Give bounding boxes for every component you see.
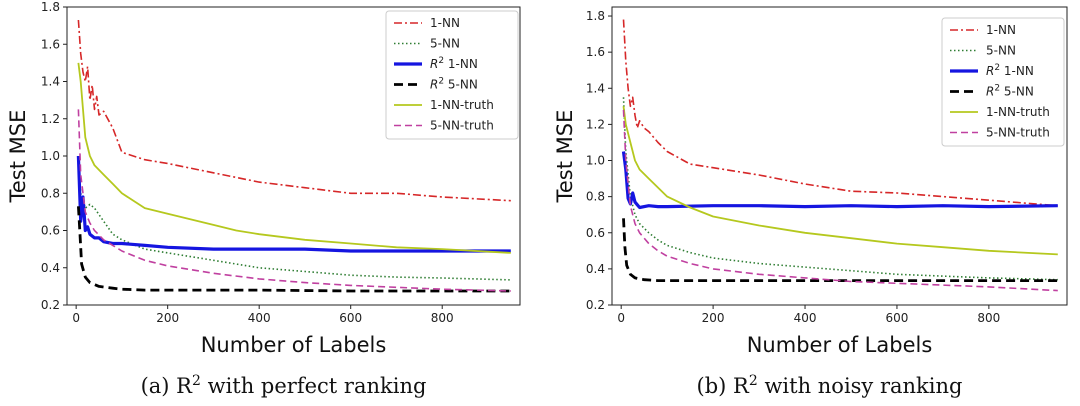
y-tick-label: 0.4 <box>586 262 605 276</box>
legend-label: 1-NN <box>986 23 1016 37</box>
series-line-1-nn-truth <box>622 106 1058 256</box>
legend-box <box>941 17 1065 147</box>
legend-label: 5-NN <box>986 44 1016 58</box>
series-line-1-nn <box>77 19 511 202</box>
plot-frame <box>611 6 1068 306</box>
legend-label: R2 1-NN <box>430 56 478 71</box>
legend-label: R2 1-NN <box>986 63 1034 78</box>
series-line-5-nn-truth <box>77 109 511 292</box>
legend-label: 5-NN-truth <box>430 119 494 133</box>
y-tick-label: 1.4 <box>41 75 60 89</box>
caption: (a) R2 with perfect ranking <box>141 373 427 398</box>
y-tick-label: 1.2 <box>586 117 605 131</box>
series-line-5-nn <box>77 165 511 281</box>
x-tick-label: 800 <box>977 311 1000 325</box>
y-tick-label: 1.0 <box>41 149 60 163</box>
x-tick-label: 200 <box>156 311 179 325</box>
legend-label: R2 5-NN <box>986 84 1034 99</box>
series-line-r-1-nn <box>621 151 1058 210</box>
legend: 1-NN 5-NN R2 1-NN R2 5-NN 1-NN-truth 5-NN-tru… <box>385 10 519 140</box>
y-tick-label: 0.8 <box>41 186 60 200</box>
x-axis-label: Number of Labels <box>747 333 933 357</box>
series-line-5-nn-truth <box>622 109 1058 292</box>
series-line-r-5-nn <box>622 218 1058 282</box>
caption: (b) R2 with noisy ranking <box>697 373 963 398</box>
y-tick-label: 1.8 <box>586 9 605 23</box>
y-tick-label: 0.4 <box>41 261 60 275</box>
y-tick-label: 1.6 <box>41 37 60 51</box>
chart-panel-a: 0.2 0.4 0.6 0.8 1.0 1.2 1.4 1.6 1.8 0 200 400 600 800… <box>6 0 521 398</box>
x-tick-label: 400 <box>794 311 817 325</box>
y-tick-label: 1.8 <box>41 0 60 14</box>
y-tick-label: 1.0 <box>586 154 605 168</box>
legend-label: 5-NN-truth <box>986 126 1050 140</box>
x-tick-label: 0 <box>617 311 625 325</box>
y-tick-label: 1.2 <box>41 112 60 126</box>
y-tick-label: 0.8 <box>586 190 605 204</box>
series-line-1-nn <box>622 19 1058 207</box>
series-line-1-nn-truth <box>77 62 511 254</box>
series-line-r-5-nn <box>77 206 511 293</box>
y-axis-label: Test MSE <box>6 110 30 204</box>
x-tick-label: 600 <box>339 311 362 325</box>
x-tick-label: 800 <box>431 311 454 325</box>
series-line-5-nn <box>622 97 1058 281</box>
x-tick-label: 0 <box>72 311 80 325</box>
y-tick-label: 1.6 <box>586 45 605 59</box>
x-axis-label: Number of Labels <box>201 333 387 357</box>
chart-panel-b: 0.2 0.4 0.6 0.8 1.0 1.2 1.4 1.6 1.8 0 200 400 600 800… <box>553 6 1068 398</box>
y-tick-label: 1.4 <box>586 81 605 95</box>
x-tick-label: 400 <box>248 311 271 325</box>
legend-label: 5-NN <box>430 37 460 51</box>
x-tick-label: 200 <box>702 311 725 325</box>
x-tick-label: 600 <box>885 311 908 325</box>
legend-label: 1-NN <box>430 16 460 30</box>
y-tick-label: 0.6 <box>586 226 605 240</box>
y-axis-label: Test MSE <box>553 110 577 204</box>
series-line-r-1-nn <box>76 155 511 253</box>
y-tick-label: 0.2 <box>586 298 605 312</box>
legend-label: R2 5-NN <box>430 77 478 92</box>
legend-label: 1-NN-truth <box>986 105 1050 119</box>
y-tick-label: 0.6 <box>41 224 60 238</box>
legend-label: 1-NN-truth <box>430 98 494 112</box>
legend: 1-NN 5-NN R2 1-NN R2 5-NN 1-NN-truth 5-NN-tru… <box>941 17 1065 147</box>
y-tick-label: 0.2 <box>41 298 60 312</box>
